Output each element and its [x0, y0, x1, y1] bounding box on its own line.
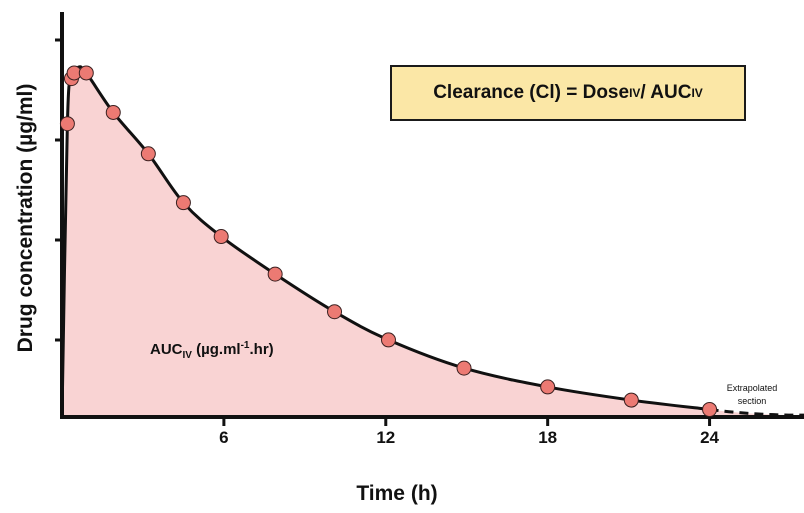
x-tick-label: 12	[376, 428, 396, 447]
data-point	[623, 392, 639, 408]
x-axis-title: Time (h)	[356, 482, 438, 505]
equation-text: Clearance (Cl) = Dose	[433, 82, 630, 103]
auc-end: .hr)	[249, 341, 274, 358]
auc-rest: (µg.ml	[191, 341, 241, 358]
extrapolated-section-label: Extrapolated section	[722, 382, 782, 408]
data-point	[380, 332, 396, 348]
equation-mid: / AUC	[640, 82, 692, 103]
auc-area-layer	[62, 66, 804, 417]
data-point	[140, 146, 156, 162]
x-tick-label: 6	[219, 428, 229, 447]
data-points	[59, 65, 718, 417]
data-point	[59, 116, 75, 132]
clearance-equation-box: Clearance (Cl) = Dose IV / AUC IV	[390, 65, 746, 121]
auc-sub: IV	[182, 350, 192, 361]
y-axis-title: Drug concentration (µg/ml)	[14, 83, 37, 353]
extrapolated-line-1: Extrapolated	[726, 383, 778, 393]
data-point	[456, 360, 472, 376]
auc-shaded-area	[62, 66, 804, 417]
data-point	[78, 65, 94, 81]
data-point	[105, 104, 121, 120]
data-point	[540, 379, 556, 395]
x-tick-label: 18	[538, 428, 558, 447]
data-point	[702, 401, 718, 417]
auc-text: AUC	[150, 341, 183, 358]
data-point	[213, 229, 229, 245]
auc-area-label: AUCIV (µg.ml-1.hr)	[150, 340, 274, 361]
data-point	[267, 266, 283, 282]
equation-sub-iv-2: IV	[691, 86, 703, 100]
extrapolated-curve	[709, 407, 804, 417]
data-point	[327, 304, 343, 320]
auc-sup: -1	[240, 340, 250, 351]
data-point	[175, 195, 191, 211]
x-tick-label: 24	[700, 428, 720, 447]
extrapolated-line-2: section	[737, 396, 767, 406]
equation-sub-iv: IV	[629, 86, 641, 100]
